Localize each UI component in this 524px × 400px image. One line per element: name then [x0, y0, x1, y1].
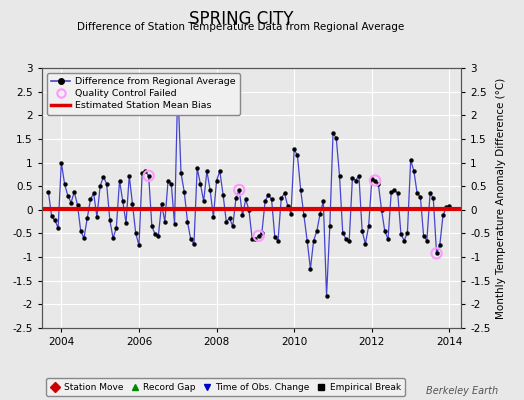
- Point: [371, 177, 379, 184]
- Text: SPRING CITY: SPRING CITY: [189, 10, 293, 28]
- Point: [145, 172, 153, 179]
- Text: Berkeley Earth: Berkeley Earth: [425, 386, 498, 396]
- Text: Difference of Station Temperature Data from Regional Average: Difference of Station Temperature Data f…: [78, 22, 405, 32]
- Y-axis label: Monthly Temperature Anomaly Difference (°C): Monthly Temperature Anomaly Difference (…: [496, 77, 506, 319]
- Point: [432, 250, 441, 256]
- Point: [235, 187, 244, 193]
- Point: [255, 233, 263, 239]
- Legend: Station Move, Record Gap, Time of Obs. Change, Empirical Break: Station Move, Record Gap, Time of Obs. C…: [47, 378, 405, 396]
